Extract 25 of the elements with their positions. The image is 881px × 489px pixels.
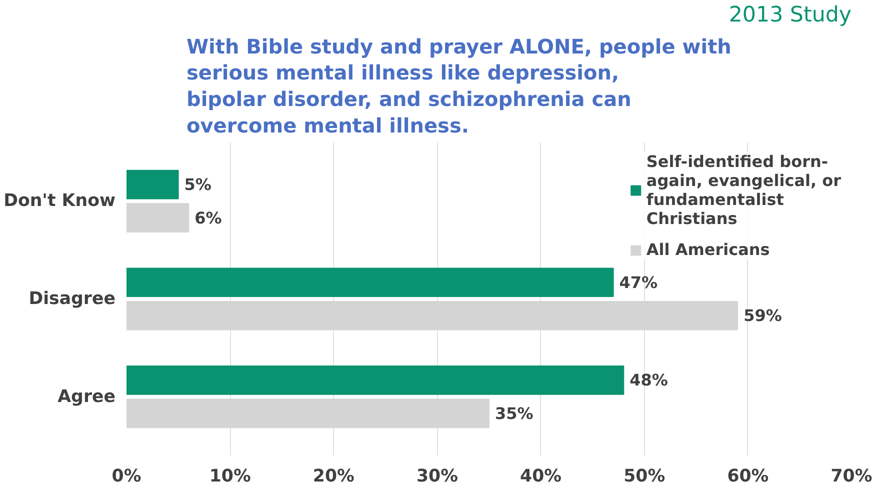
y-tick-label: Disagree [28, 289, 116, 309]
data-label: 6% [194, 208, 222, 228]
x-tick-label: 20% [312, 466, 354, 486]
text: 2013 Study [728, 2, 852, 28]
x-tick-label: 40% [520, 466, 562, 486]
bar [126, 366, 624, 395]
x-tick-label: 70% [830, 466, 872, 486]
bar [126, 203, 190, 232]
y-tick-label: Agree [58, 386, 116, 407]
x-tick-label: 50% [624, 466, 666, 486]
chart-title: With Bible study and prayer ALONE, people with serious mental illness like depression, bipolar disorder, and schizophrenia can overcome mental illness. [186, 34, 732, 138]
data-label: 47% [619, 272, 658, 292]
x-tick-label: 30% [416, 466, 458, 486]
data-label: 48% [630, 370, 668, 390]
x-tick-label: 0% [112, 466, 142, 486]
bar [126, 268, 614, 298]
x-tick-label: 10% [209, 466, 251, 486]
legend-label: Self-identified born-again, evangelical, or fundamentalist Christians [646, 152, 841, 228]
bar [126, 170, 179, 200]
y-tick-label: Don't Know [4, 191, 116, 212]
x-tick-label: 60% [727, 466, 769, 486]
data-label: 59% [744, 306, 782, 326]
legend-label: All Americans [646, 240, 770, 259]
data-label: 35% [495, 404, 534, 423]
data-label: 5% [184, 175, 212, 194]
